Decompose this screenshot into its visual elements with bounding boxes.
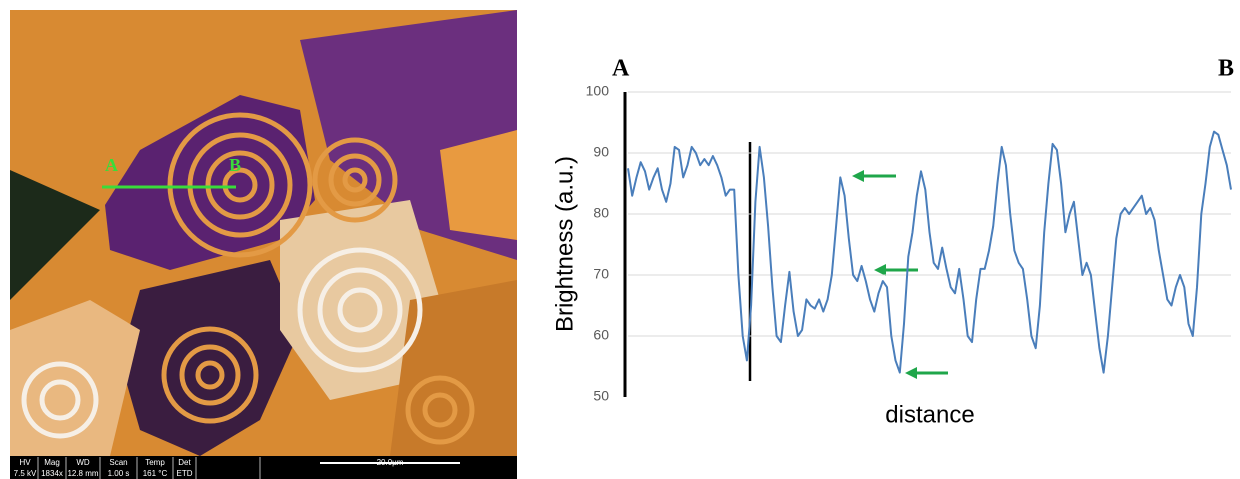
info-header: Scan — [109, 458, 127, 467]
marker-label: B — [1218, 56, 1234, 82]
scale-label: 20.0µm — [377, 458, 404, 467]
marker-label: B — [229, 155, 241, 175]
info-value: ETD — [177, 469, 193, 478]
light-stripes — [21, 247, 423, 439]
data-line — [627, 130, 1232, 374]
scale-bar — [320, 462, 460, 464]
info-header: Temp — [145, 458, 165, 467]
y-tick-label: 70 — [593, 266, 609, 282]
x-axis-label: distance — [885, 401, 974, 428]
info-header: Det — [178, 458, 191, 467]
info-value: 1.00 s — [108, 469, 130, 478]
spiral-pattern — [161, 112, 475, 445]
y-tick-label: 80 — [593, 205, 609, 221]
arrows — [852, 170, 948, 379]
y-tick-label: 50 — [593, 388, 609, 404]
info-value: 12.8 mm — [67, 469, 98, 478]
marker-label: A — [105, 155, 118, 175]
y-axis-label: Brightness (a.u.) — [551, 156, 578, 332]
info-header: WD — [76, 458, 90, 467]
info-header: HV — [19, 458, 31, 467]
marker-label: A — [612, 56, 630, 82]
info-value: 1834x — [41, 469, 63, 478]
info-value: 161 °C — [143, 469, 168, 478]
y-tick-label: 60 — [593, 327, 609, 343]
y-tick-label: 100 — [586, 83, 610, 99]
info-header: Mag — [44, 458, 60, 467]
micrograph — [10, 10, 517, 456]
y-tick-label: 90 — [593, 144, 609, 160]
info-value: 7.5 kV — [14, 469, 37, 478]
